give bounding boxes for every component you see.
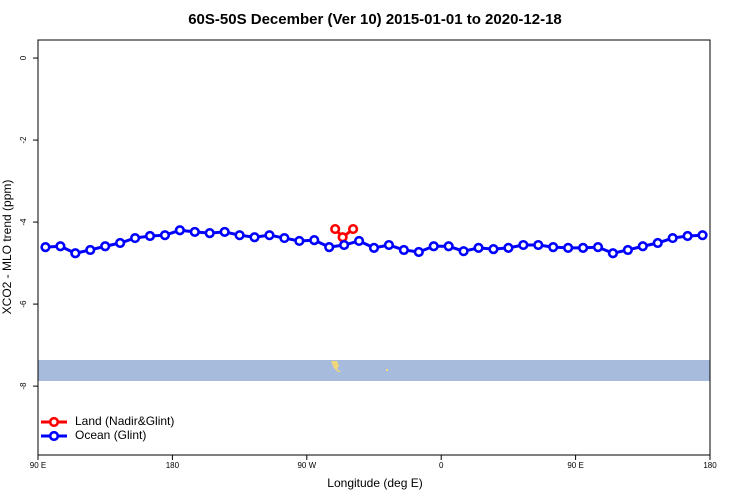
y-tick-label: -4 — [19, 218, 28, 226]
data-point — [592, 241, 604, 253]
chart-title: 60S-50S December (Ver 10) 2015-01-01 to … — [188, 11, 562, 28]
data-point — [667, 232, 678, 244]
y-tick-label: -6 — [19, 300, 28, 308]
plot-frame — [37, 39, 711, 456]
data-point — [115, 237, 126, 249]
x-tick-label: 180 — [703, 461, 717, 470]
data-point — [324, 241, 335, 253]
data-point — [383, 239, 395, 251]
land-shape — [331, 361, 341, 372]
data-point — [607, 248, 619, 259]
data-point — [100, 241, 111, 252]
data-point — [144, 230, 156, 242]
x-axis-title: Longitude (deg E) — [327, 476, 422, 490]
x-tick-label: 90 W — [297, 461, 316, 470]
legend-marker — [48, 430, 60, 442]
data-point — [234, 230, 245, 241]
data-point — [85, 244, 96, 256]
x-tick-label: 180 — [166, 461, 180, 470]
x-tick-label: 90 E — [30, 461, 46, 470]
data-point — [347, 223, 359, 235]
data-point — [294, 235, 305, 247]
y-tick-label: 0 — [19, 55, 28, 60]
data-point — [337, 232, 348, 243]
map-band — [38, 360, 710, 381]
data-point — [503, 242, 514, 254]
x-tick-label: 90 E — [567, 461, 583, 470]
land-shape — [386, 369, 388, 371]
legend-label: Ocean (Glint) — [75, 428, 146, 442]
data-point — [204, 228, 215, 239]
data-point — [189, 226, 200, 238]
data-point — [249, 232, 260, 243]
data-point — [682, 230, 693, 242]
data-point — [652, 237, 663, 249]
data-point — [264, 230, 275, 241]
data-point — [40, 241, 51, 253]
data-point — [309, 235, 320, 246]
data-point — [55, 241, 66, 252]
data-point — [458, 246, 469, 257]
data-point — [622, 244, 633, 256]
y-tick-label: -2 — [19, 136, 28, 144]
data-point — [413, 246, 424, 258]
data-point — [330, 223, 341, 235]
data-point — [339, 239, 350, 251]
data-point — [398, 244, 409, 256]
data-point — [563, 242, 574, 254]
legend-label: Land (Nadir&Glint) — [75, 414, 174, 428]
x-tick-label: 0 — [439, 461, 444, 470]
data-point — [428, 241, 439, 252]
data-point — [368, 242, 380, 254]
data-point — [443, 241, 454, 252]
data-point — [518, 239, 529, 251]
data-point — [279, 232, 290, 244]
data-point — [637, 241, 648, 252]
data-point — [577, 242, 589, 254]
data-point — [219, 226, 230, 238]
data-point — [473, 242, 484, 254]
data-point — [697, 230, 708, 241]
data-point — [353, 235, 365, 247]
y-tick-label: -8 — [19, 382, 28, 390]
data-point — [129, 232, 141, 244]
data-point — [533, 239, 544, 251]
data-point — [159, 230, 171, 241]
data-point — [488, 244, 499, 255]
data-point — [174, 225, 185, 236]
legend-marker — [48, 416, 60, 428]
data-point — [548, 241, 559, 253]
y-axis-title: XCO2 - MLO trend (ppm) — [0, 180, 14, 315]
data-point — [70, 248, 81, 259]
